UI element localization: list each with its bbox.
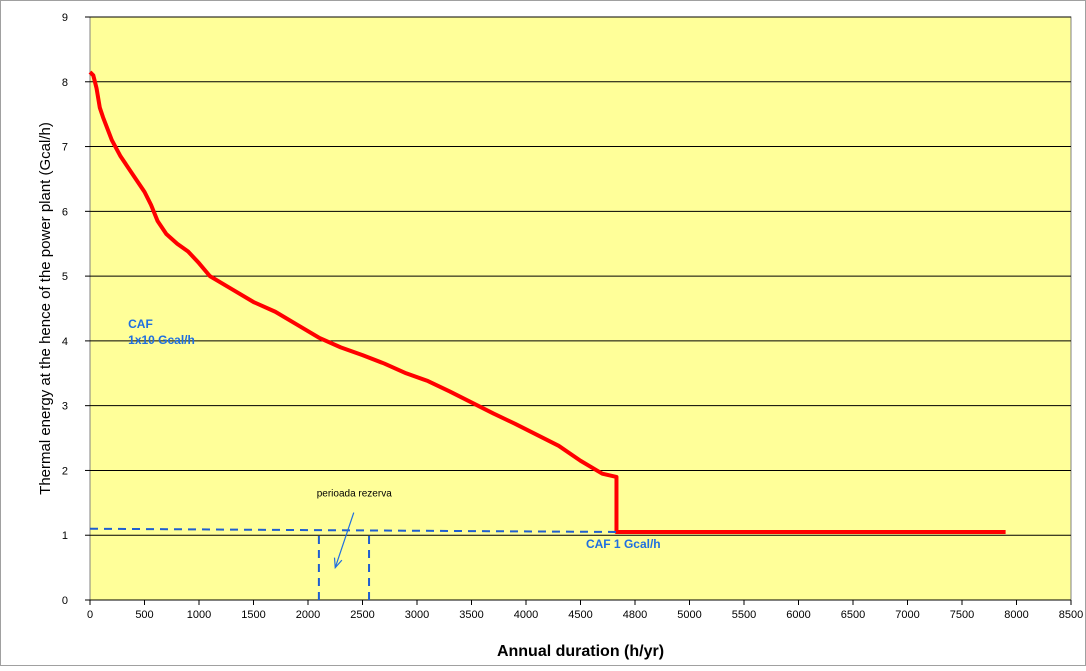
y-tick-label: 2 (62, 465, 68, 477)
reserve-threshold-line (89, 527, 617, 533)
y-tick-label: 4 (62, 336, 68, 348)
x-tick-label: 4500 (568, 609, 592, 621)
y-tick-label: 0 (62, 595, 68, 607)
x-tick-label: 8500 (1059, 609, 1083, 621)
annotation-label: perioada rezerva (317, 488, 392, 499)
x-tick-label: 5500 (732, 609, 756, 621)
x-tick-label: 4800 (623, 609, 647, 621)
y-tick-label: 6 (62, 206, 68, 218)
y-axis-title: Thermal energy at the hence of the power… (37, 122, 54, 495)
annotations: CAF 1x10 Gcal/h CAF 1 Gcal/h perioada rezer… (128, 317, 661, 570)
x-tick-label: 5000 (677, 609, 701, 621)
x-tick-label: 0 (87, 609, 93, 621)
x-tick-label: 6000 (786, 609, 810, 621)
x-tick-label: 3500 (459, 609, 483, 621)
x-tick-label: 3000 (405, 609, 429, 621)
y-axis-ticks: 0 1 2 3 4 5 6 7 8 9 (62, 12, 90, 607)
x-tick-label: 1500 (241, 609, 265, 621)
x-tick-label: 8000 (1004, 609, 1028, 621)
x-tick-label: 7000 (895, 609, 919, 621)
x-tick-label: 4000 (514, 609, 538, 621)
arrow-shaft (334, 512, 355, 568)
plot-area (89, 16, 1072, 601)
load-duration-curve (88, 70, 1006, 534)
annotation-label: 1x10 Gcal/h (128, 333, 195, 347)
y-tick-label: 3 (62, 401, 68, 413)
y-tick-label: 7 (62, 142, 68, 154)
annotation-label: CAF 1 Gcal/h (586, 537, 661, 551)
x-axis-title: Annual duration (h/yr) (497, 643, 664, 660)
x-axis-ticks: 0 500 1000 1500 2000 2500 3000 3500 4000 4500 4800… (87, 599, 1083, 621)
x-tick-label: 1000 (187, 609, 211, 621)
x-tick-label: 6500 (841, 609, 865, 621)
x-tick-label: 7500 (950, 609, 974, 621)
x-tick-label: 500 (135, 609, 153, 621)
y-tick-label: 5 (62, 271, 68, 283)
y-tick-label: 8 (62, 77, 68, 89)
series-group (88, 70, 1006, 600)
arrow-head (333, 557, 343, 570)
annotation-label: CAF (128, 317, 153, 331)
gridlines (90, 16, 1071, 536)
y-tick-label: 9 (62, 12, 68, 24)
x-tick-label: 2000 (296, 609, 320, 621)
y-tick-label: 1 (62, 530, 68, 542)
x-tick-label: 2500 (350, 609, 374, 621)
